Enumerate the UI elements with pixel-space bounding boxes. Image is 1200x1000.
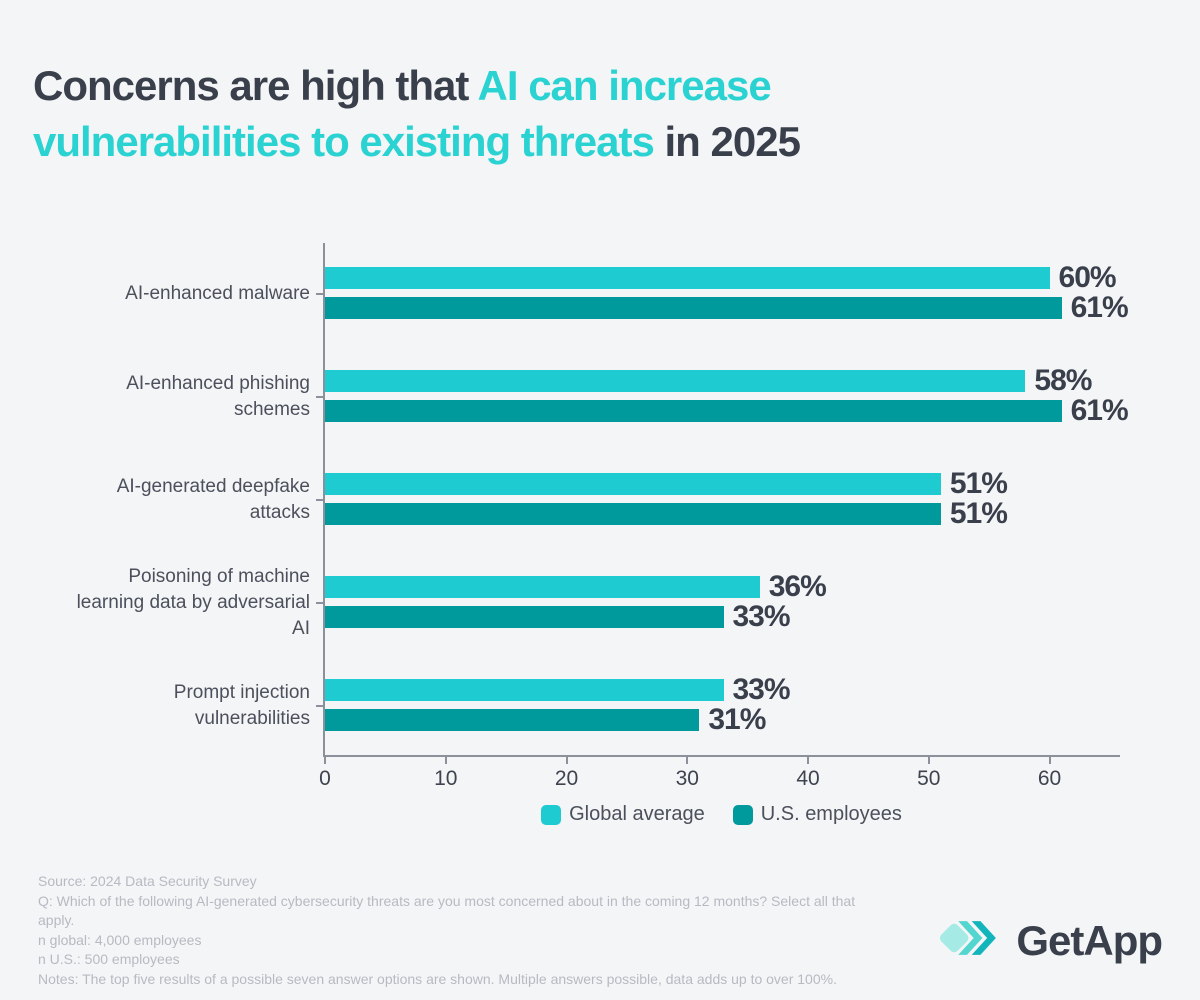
getapp-logo-mark-icon [934,908,1008,973]
x-axis-tick [565,757,568,764]
bar-global-average [325,473,941,495]
x-axis-tick [927,757,930,764]
category-label: AI-enhanced phishing schemes [126,373,310,421]
value-label: 36% [768,569,827,603]
x-axis-tick-label: 40 [796,767,820,790]
category-axis-labels: AI-enhanced malware AI-enhanced phishing … [60,243,310,757]
page-title-line2: vulnerabilities to existing threats in 2… [33,114,1173,170]
y-axis-tick [316,704,324,707]
x-axis-tick-label: 30 [675,767,699,790]
title-segment-dark: in 2025 [664,118,801,165]
getapp-logo: GetApp [934,908,1163,973]
legend-label: Global average [569,803,705,825]
page-title: Concerns are high that AI can increase v… [33,58,1173,170]
title-segment-accent: AI can increase [477,62,772,109]
title-segment-dark: Concerns are high that [33,62,469,109]
bar-global-average [325,267,1050,290]
plot-area: 60% 61% 58% 61% 51% 51% 36% 33% 33% 31% 0 10 20 30 40 5… [316,243,1129,790]
x-axis-tick-label: 50 [917,767,941,790]
bar-global-average [325,370,1026,393]
x-axis-tick [807,757,810,764]
value-label: 31% [708,702,766,736]
value-label: 61% [1070,394,1129,428]
x-axis-tick [444,757,447,764]
value-label: 61% [1070,291,1129,325]
bar-global-average [325,678,724,701]
bar-u-s-employees [325,400,1062,423]
y-axis-tick [316,396,324,399]
value-label: 60% [1058,261,1117,295]
value-label: 51% [949,497,1008,530]
getapp-logo-text: GetApp [1016,916,1163,964]
value-label: 51% [949,467,1008,500]
x-axis-tick-label: 20 [554,767,579,790]
footer-note-line: Notes: The top five results of a possibl… [38,970,837,987]
x-axis-tick-label: 0 [319,767,331,790]
legend-swatch-global-average [541,804,562,825]
y-axis-tick [316,293,324,296]
legend-label: U.S. employees [760,803,902,825]
category-label: AI-generated deepfake attacks [116,476,310,523]
footer-note-line: Q: Which of the following AI-generated c… [38,892,856,929]
value-label: 33% [732,599,791,633]
bar-u-s-employees [325,503,941,525]
footer-note-line: n global: 4,000 employees [38,931,202,948]
value-label: 58% [1034,364,1092,398]
x-axis-tick [686,757,689,764]
legend-swatch-u-s-employees [732,804,753,825]
category-label: Prompt injection vulnerabilities [173,681,310,729]
legend: Global average U.S. employees [323,803,1120,826]
x-axis-tick-label: 10 [434,767,458,790]
bar-u-s-employees [325,297,1062,320]
x-axis-tick-label: 60 [1037,767,1062,790]
page-title-line1: Concerns are high that AI can increase [33,58,1173,114]
legend-item: U.S. employees [732,803,902,826]
bar-u-s-employees [325,605,724,628]
y-axis-tick [316,601,324,604]
footer-note-line: n U.S.: 500 employees [38,951,180,967]
footer-note-line: Source: 2024 Data Security Survey [38,873,257,889]
bar-global-average [325,575,760,598]
value-label: 33% [732,672,791,706]
title-segment-accent: vulnerabilities to existing threats [33,118,655,165]
x-axis-tick [324,757,326,764]
footer-notes: Source: 2024 Data Security Survey Q: Whic… [38,872,888,989]
category-label: AI-enhanced malware [125,283,310,305]
bar-u-s-employees [325,708,700,731]
y-axis-tick [316,499,324,501]
category-label: Poisoning of machine learning data by ad… [76,565,310,639]
x-axis-tick [1048,757,1051,764]
legend-item: Global average [541,803,705,826]
